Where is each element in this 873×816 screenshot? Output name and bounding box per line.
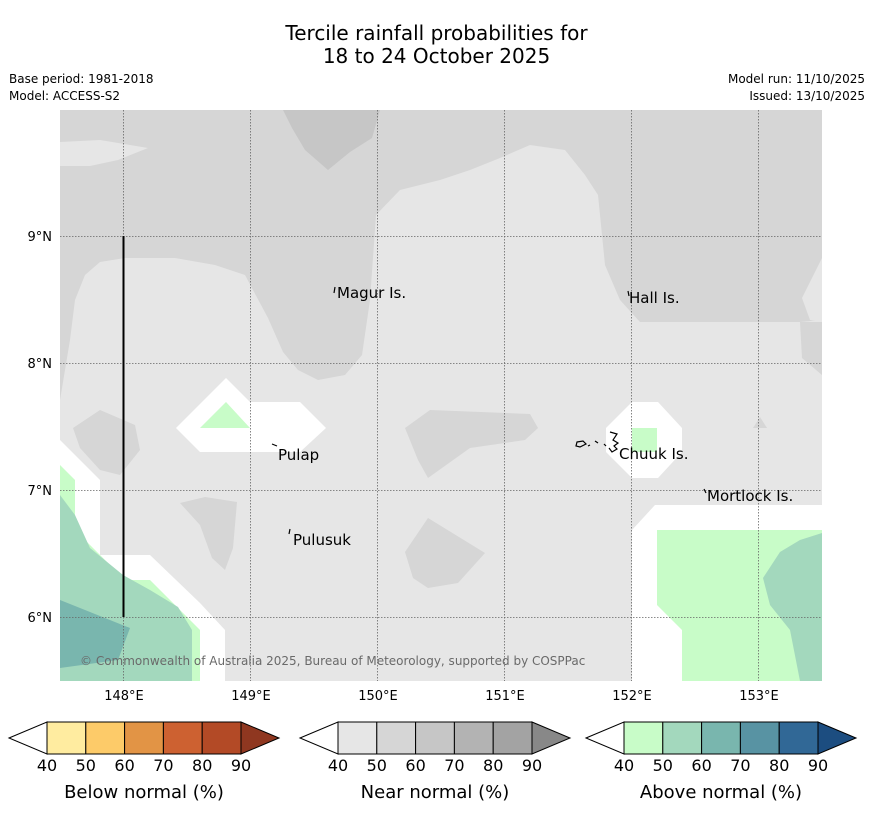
colorbar-below-tick: 90 (231, 756, 251, 775)
lat-label-8n: 8°N (28, 357, 53, 372)
colorbar-above-tick: 80 (769, 756, 789, 775)
near-normal-50-patch-4 (405, 518, 485, 588)
base-period: Base period: 1981-2018 (9, 72, 154, 86)
lon-label-148e: 148°E (104, 689, 144, 704)
colorbar-near-tick: 50 (367, 756, 387, 775)
colorbar-below-tick: 80 (192, 756, 212, 775)
copyright-notice: © Commonwealth of Australia 2025, Bureau… (80, 654, 585, 668)
lon-label-153e: 153°E (739, 689, 779, 704)
above-normal-50-southeast (763, 533, 822, 681)
colorbar-above-tick: 90 (808, 756, 828, 775)
island-pulap (271, 443, 278, 447)
label-chuuk: Chuuk Is. (619, 445, 688, 463)
map-title: Tercile rainfall probabilities for 18 to… (0, 22, 873, 68)
issued-date: Issued: 13/10/2025 (749, 89, 865, 103)
colorbar-below-tick: 40 (37, 756, 57, 775)
above-normal-60-southwest (60, 600, 130, 668)
colorbar-above-over-triangle (817, 721, 858, 755)
colorbar-below-title: Below normal (%) (64, 782, 224, 803)
colorbar-above-title: Above normal (%) (640, 782, 802, 803)
colorbar-near-tick: 90 (522, 756, 542, 775)
model-run: Model run: 11/10/2025 (727, 72, 865, 86)
island-chuuk-lagoon (575, 431, 620, 453)
colorbar-above-under-triangle (584, 721, 625, 755)
colorbar-near-segment (453, 721, 494, 755)
colorbar-below-segment (201, 721, 242, 755)
colorbar-above-tick: 50 (653, 756, 673, 775)
above-normal-40-patch-chuuk (632, 428, 657, 452)
low-probability-patch-1 (176, 378, 326, 452)
colorbar-near-tick: 40 (328, 756, 348, 775)
colorbar-near-tick: 80 (483, 756, 503, 775)
lon-label-150e: 150°E (358, 689, 398, 704)
colorbar-near-under-triangle (298, 721, 339, 755)
label-hall: Hall Is. (629, 289, 680, 307)
colorbar-below-over-triangle (240, 721, 281, 755)
island-mortlock (703, 488, 707, 494)
colorbar-below-segment (124, 721, 164, 755)
colorbar-above-segment (701, 721, 741, 755)
title-line-2: 18 to 24 October 2025 (322, 44, 551, 68)
lon-label-149e: 149°E (231, 689, 271, 704)
meta-right: Model run: 11/10/2025 Issued: 13/10/2025 (728, 71, 865, 105)
title-line-1: Tercile rainfall probabilities for (285, 21, 588, 45)
colorbar-above-segment (778, 721, 819, 755)
colorbar-below-under-triangle (7, 721, 48, 755)
colorbar-near-segment (415, 721, 455, 755)
near-normal-50-patch-2 (405, 410, 538, 478)
latitude-labels: 9°N 8°N 7°N 6°N (28, 230, 53, 626)
colorbar-near-over-triangle (531, 721, 572, 755)
near-normal-40-east (802, 258, 822, 322)
lon-label-152e: 152°E (612, 689, 652, 704)
colorbar-below-tick: 50 (76, 756, 96, 775)
above-normal-40-patch-pulap (200, 402, 250, 428)
colorbar-below-tick: 60 (114, 756, 134, 775)
near-normal-50-patch-5 (800, 322, 822, 375)
near-normal-50-patch-3 (180, 497, 237, 570)
colorbar-near-normal: 40 50 60 70 80 90 Near normal (%) (298, 721, 572, 803)
meta-left: Base period: 1981-2018 Model: ACCESS-S2 (9, 71, 154, 105)
lon-label-151e: 151°E (485, 689, 525, 704)
colorbar-near-tick: 60 (405, 756, 425, 775)
colorbar-near-title: Near normal (%) (361, 782, 510, 803)
island-hall (627, 290, 630, 297)
colorbar-near-segment (376, 721, 417, 755)
lat-label-9n: 9°N (28, 230, 53, 245)
lat-label-7n: 7°N (28, 484, 53, 499)
longitude-labels: 148°E 149°E 150°E 151°E 152°E 153°E (104, 689, 779, 704)
colorbar-above-tick: 40 (614, 756, 634, 775)
colorbar-above-segment (623, 721, 664, 755)
colorbar-below-normal: 40 50 60 70 80 90 Below normal (%) (7, 721, 281, 803)
label-magur: Magur Is. (337, 284, 406, 302)
colorbar-below-segment (85, 721, 126, 755)
island-magur (333, 286, 336, 294)
colorbar-above-tick: 60 (691, 756, 711, 775)
label-pulap: Pulap (278, 446, 319, 464)
lat-label-6n: 6°N (28, 611, 53, 626)
colorbar-above-tick: 70 (730, 756, 750, 775)
island-shapes (271, 286, 707, 535)
colorbar-below-tick: 70 (153, 756, 173, 775)
island-pulusuk (288, 528, 291, 535)
colorbar-above-segment (739, 721, 780, 755)
label-mortlock: Mortlock Is. (707, 487, 793, 505)
label-pulusuk: Pulusuk (293, 531, 351, 549)
colorbar-near-segment (337, 721, 378, 755)
near-normal-60-north (283, 110, 380, 170)
colorbar-near-segment (492, 721, 533, 755)
colorbar-below-segment (46, 721, 87, 755)
near-normal-50-dot (753, 417, 767, 428)
model-name: Model: ACCESS-S2 (9, 89, 121, 103)
colorbar-above-segment (662, 721, 703, 755)
colorbar-below-segment (162, 721, 203, 755)
near-normal-40-northwest (60, 140, 148, 166)
colorbar-near-tick: 70 (444, 756, 464, 775)
colorbar-above-normal: 40 50 60 70 80 90 Above normal (%) (584, 721, 858, 803)
map-area: Magur Is. Hall Is. Pulap Chuuk Is. Mortl… (60, 110, 822, 681)
